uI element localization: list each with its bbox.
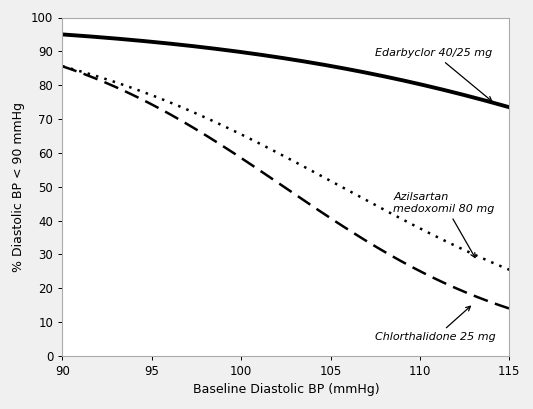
Y-axis label: % Diastolic BP < 90 mmHg: % Diastolic BP < 90 mmHg xyxy=(12,102,26,272)
Text: Azilsartan
medoxomil 80 mg: Azilsartan medoxomil 80 mg xyxy=(393,192,495,258)
X-axis label: Baseline Diastolic BP (mmHg): Baseline Diastolic BP (mmHg) xyxy=(192,384,379,396)
Text: Chlorthalidone 25 mg: Chlorthalidone 25 mg xyxy=(375,306,496,342)
Text: Edarbyclor 40/25 mg: Edarbyclor 40/25 mg xyxy=(375,48,492,101)
